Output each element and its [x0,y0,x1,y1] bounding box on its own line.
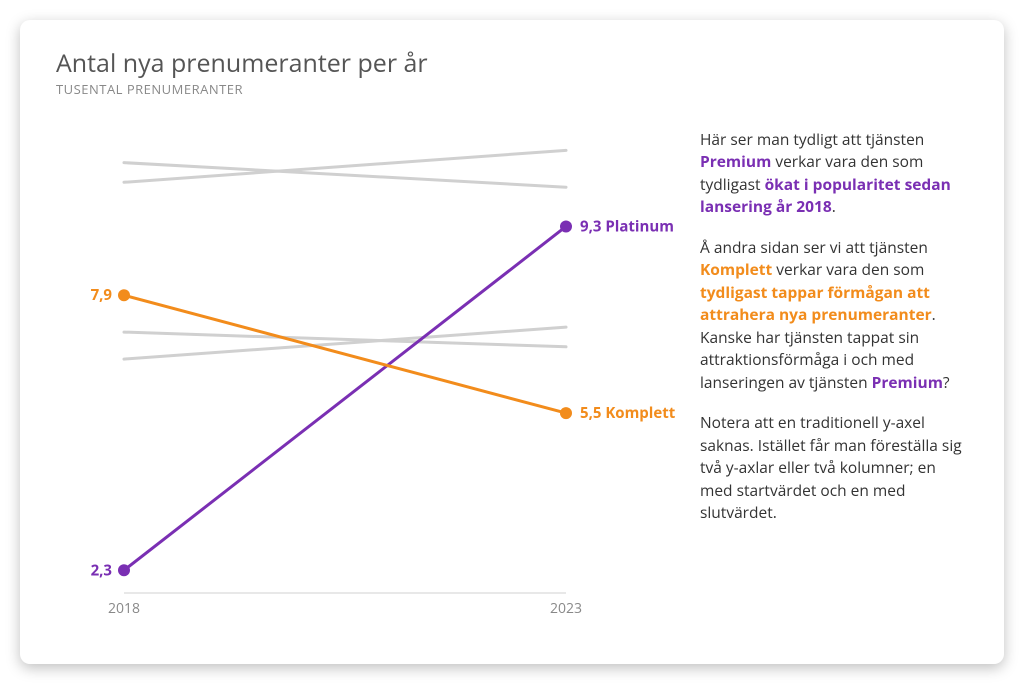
text-span: verkar vara den som [772,258,924,280]
text-span: Här ser man tydligt att tjänsten [700,128,924,150]
highlight-komplett-phrase: tydligast tappar förmågan att attrahera … [700,281,932,325]
slopegraph-svg: 2018 2023 2,3 9,3 Platinum 7,9 5,5 Komplett [56,126,676,644]
commentary-panel: Här ser man tydligt att tjänsten Premium… [676,126,972,644]
series-marker-start-komplett [118,289,130,301]
series-marker-end-platinum [560,220,572,232]
chart-subtitle: TUSENTAL PRENUMERANTER [56,80,972,98]
series-end-label-komplett: 5,5 Komplett [580,403,676,423]
chart-title: Antal nya prenumeranter per år [56,48,972,78]
commentary-p2: Å andra sidan ser vi att tjänsten Komple… [700,236,972,393]
x-label-start: 2018 [108,599,140,618]
text-span: ? [943,371,950,393]
chart-area: 2018 2023 2,3 9,3 Platinum 7,9 5,5 Komplett [56,126,676,644]
text-span: Å andra sidan ser vi att tjänsten [700,236,928,258]
chart-card: Antal nya prenumeranter per år TUSENTAL … [20,20,1004,664]
highlight-premium: Premium [700,150,771,172]
series-start-label-komplett: 7,9 [91,285,113,305]
commentary-p3: Notera att en traditionell y-axel saknas… [700,411,972,523]
commentary-p1: Här ser man tydligt att tjänsten Premium… [700,128,972,218]
series-start-label-platinum: 2,3 [91,560,112,580]
highlight-komplett: Komplett [700,258,772,280]
highlight-premium-2: Premium [872,371,943,393]
text-span: . [832,195,836,217]
series-line-platinum [124,226,566,570]
x-label-end: 2023 [550,599,582,618]
series-end-label-platinum: 9,3 Platinum [580,216,674,236]
card-body: 2018 2023 2,3 9,3 Platinum 7,9 5,5 Komplett H… [56,126,972,644]
series-marker-start-platinum [118,564,130,576]
series-marker-end-komplett [560,407,572,419]
